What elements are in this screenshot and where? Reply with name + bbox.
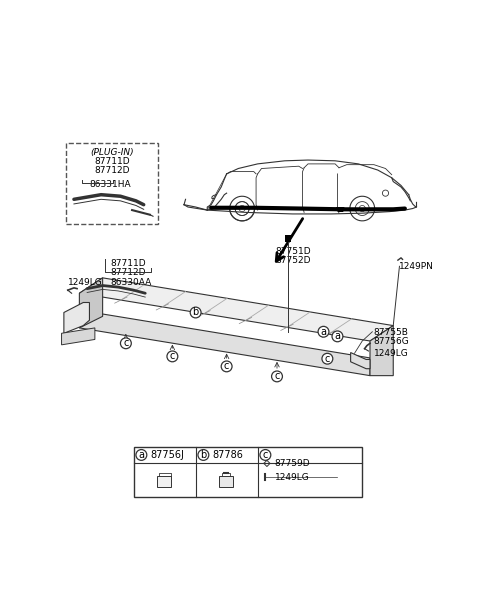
Text: (PLUG-IN): (PLUG-IN) [90,148,134,157]
Text: b: b [192,308,199,317]
Circle shape [318,327,329,337]
Circle shape [120,338,132,349]
Circle shape [260,450,271,461]
Text: c: c [170,351,175,362]
Text: 87711D: 87711D [94,157,130,166]
Text: 87751D: 87751D [276,247,311,256]
Text: 87756J: 87756J [151,450,184,460]
Circle shape [198,450,209,461]
Text: c: c [274,371,280,381]
Bar [285,236,291,242]
Text: a: a [335,331,340,341]
Text: 87711D: 87711D [110,258,146,268]
Text: 87759D: 87759D [275,459,310,468]
Bar [133,447,362,498]
Text: 86331HA: 86331HA [89,180,131,189]
Text: 87756G: 87756G [374,337,409,346]
Text: 1249LG: 1249LG [374,349,408,358]
Circle shape [272,371,282,382]
Circle shape [167,351,178,362]
Text: 87712D: 87712D [110,268,146,277]
Text: c: c [324,354,330,363]
Polygon shape [350,352,370,369]
Text: c: c [123,338,129,348]
Circle shape [190,307,201,318]
Polygon shape [64,303,89,333]
Polygon shape [79,278,393,341]
Text: c: c [263,450,268,460]
Text: a: a [138,450,144,460]
Text: 87755B: 87755B [374,328,409,337]
Text: b: b [200,450,206,460]
Circle shape [136,450,147,461]
Text: 1249LG: 1249LG [68,278,103,287]
Polygon shape [61,328,95,345]
Bar [66,143,157,224]
Circle shape [332,331,343,342]
Circle shape [221,361,232,372]
Text: 86330AA: 86330AA [110,278,152,287]
Polygon shape [79,310,370,376]
Circle shape [383,190,389,196]
Text: 87712D: 87712D [94,166,130,175]
Text: 87752D: 87752D [276,256,311,265]
Bar [157,476,171,486]
Text: a: a [321,327,326,337]
Polygon shape [370,325,393,376]
Text: 1249LG: 1249LG [275,473,310,482]
Text: c: c [224,362,229,371]
Text: 1249PN: 1249PN [399,262,434,271]
Text: 87786: 87786 [213,450,243,460]
Circle shape [322,353,333,364]
Bar [219,476,233,486]
Polygon shape [79,278,103,328]
